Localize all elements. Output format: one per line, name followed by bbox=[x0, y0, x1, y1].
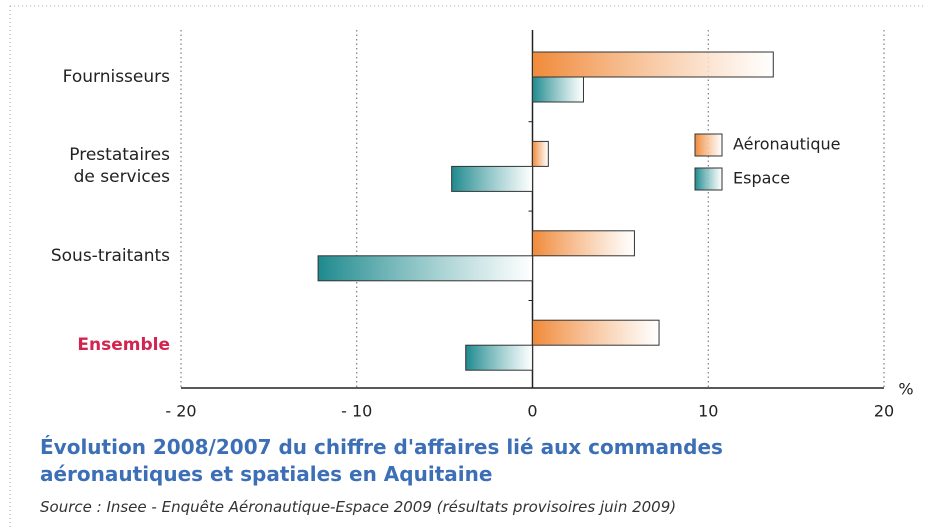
source-note: Source : Insee - Enquête Aéronautique-Es… bbox=[40, 498, 677, 516]
x-unit: % bbox=[898, 380, 913, 399]
category-label: Sous-traitants bbox=[50, 245, 170, 266]
x-tick-label: 20 bbox=[874, 402, 894, 421]
category-label: Ensemble bbox=[77, 335, 170, 356]
legend-label: Aéronautique bbox=[733, 135, 840, 154]
category-label: Prestataires de services bbox=[69, 145, 170, 188]
x-tick-label: - 20 bbox=[165, 402, 196, 421]
x-tick-label: 10 bbox=[698, 402, 718, 421]
bar bbox=[532, 230, 635, 257]
legend-swatch bbox=[694, 167, 723, 191]
bar bbox=[532, 140, 549, 167]
bar bbox=[465, 344, 533, 371]
chart-title: Évolution 2008/2007 du chiffre d'affaire… bbox=[40, 435, 723, 486]
bar bbox=[317, 255, 533, 282]
category-label: Fournisseurs bbox=[62, 67, 170, 87]
legend-swatch bbox=[694, 133, 723, 157]
bar bbox=[532, 51, 774, 78]
x-tick-label: - 10 bbox=[341, 402, 372, 421]
bar bbox=[532, 319, 660, 346]
legend-label: Espace bbox=[733, 169, 790, 188]
bar bbox=[532, 76, 584, 103]
x-tick-label: 0 bbox=[527, 402, 537, 421]
bar bbox=[451, 165, 533, 192]
